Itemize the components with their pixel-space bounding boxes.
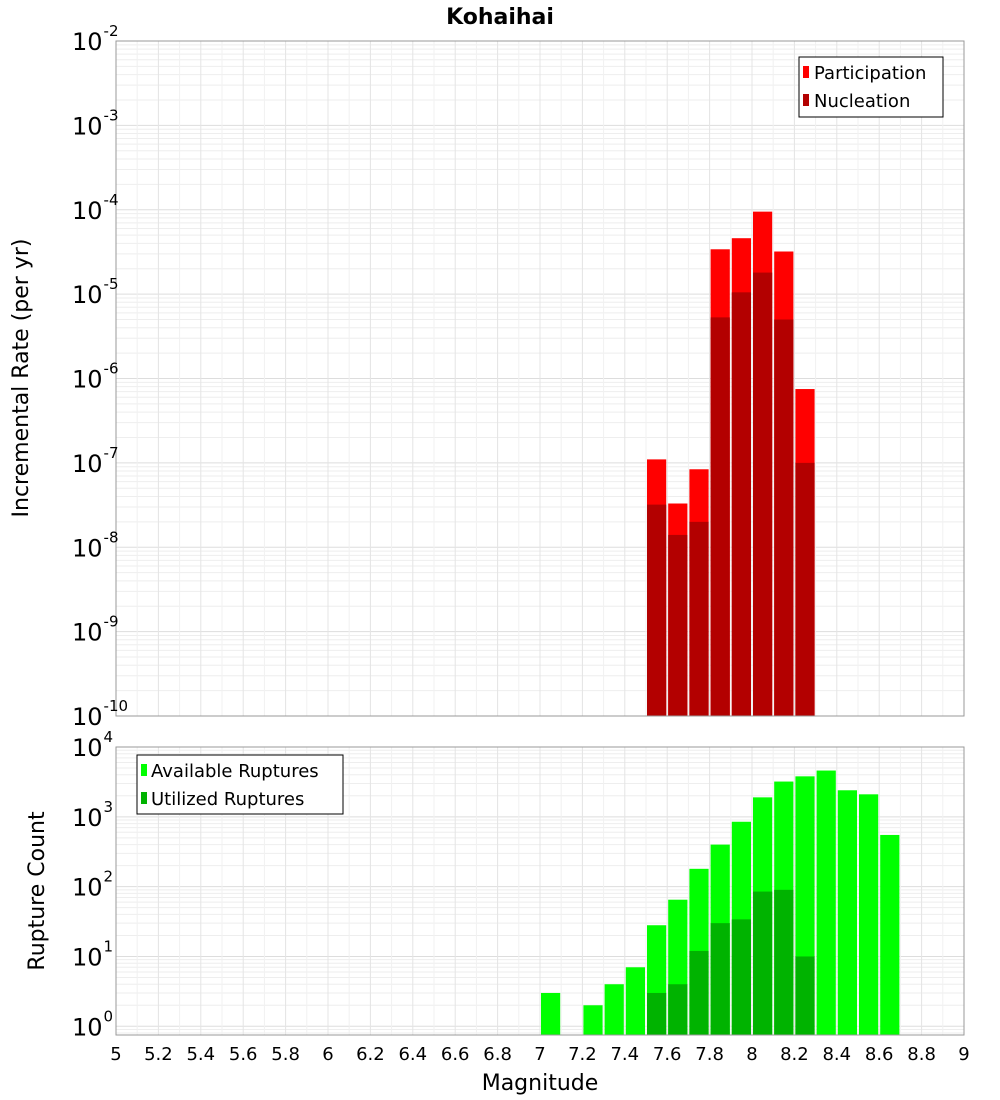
legend-swatch-participation (803, 66, 809, 78)
top-y-tick-label: 10-4 (72, 191, 119, 225)
x-tick-label: 5 (110, 1044, 121, 1065)
bottom-y-tick-label: 103 (72, 798, 113, 832)
x-tick-label: 5.6 (229, 1044, 258, 1065)
legend-swatch-utilized (141, 792, 147, 804)
utilized-ruptures-bar (710, 923, 730, 1035)
x-tick-label: 5.4 (186, 1044, 215, 1065)
x-tick-label: 5.8 (271, 1044, 300, 1065)
available-ruptures-bar (541, 992, 561, 1035)
top-y-tick-label: 10-8 (72, 528, 119, 562)
top-y-ticks: 10-10 10-9 10-8 10-7 10-6 10-5 10-4 10-3 10-2 (72, 22, 128, 731)
x-tick-label: 6.8 (483, 1044, 512, 1065)
top-y-tick-label: 10-7 (72, 444, 119, 478)
nucleation-bar (689, 521, 709, 716)
utilized-ruptures-bar (731, 919, 751, 1035)
available-ruptures-bar (880, 834, 900, 1035)
nucleation-bar (668, 534, 688, 716)
x-tick-label: 6.2 (356, 1044, 385, 1065)
top-y-tick-label: 10-9 (72, 613, 119, 647)
bottom-y-axis-label: Rupture Count (25, 811, 50, 971)
top-y-tick-label: 10-10 (72, 697, 128, 731)
x-tick-label: 9 (958, 1044, 969, 1065)
available-ruptures-bar (604, 984, 624, 1035)
utilized-ruptures-bar (753, 891, 773, 1035)
bottom-y-ticks: 100 101 102 103 104 (72, 728, 113, 1041)
available-ruptures-bar (837, 790, 857, 1035)
x-tick-label: 7.2 (568, 1044, 597, 1065)
nucleation-bar (774, 319, 794, 716)
top-y-tick-label: 10-2 (72, 22, 119, 56)
utilized-ruptures-bar (774, 889, 794, 1035)
available-ruptures-bar (816, 770, 836, 1035)
nucleation-bar (647, 504, 667, 716)
bottom-panel: 100 101 102 103 104 5 5.2 5.4 5.6 5.8 6 6.2 6.4 6.6 6… (25, 728, 970, 1096)
utilized-ruptures-bar (668, 984, 688, 1035)
utilized-ruptures-bar (795, 956, 815, 1035)
bottom-y-tick-label: 104 (72, 728, 113, 762)
top-bars (647, 211, 815, 716)
top-y-axis-label: Incremental Rate (per yr) (9, 239, 34, 518)
bottom-legend: Available Ruptures Utilized Ruptures (136, 754, 344, 815)
bottom-legend-box (136, 754, 344, 815)
bottom-y-tick-label: 102 (72, 868, 113, 902)
top-y-tick-label: 10-3 (72, 106, 119, 140)
legend-label-utilized: Utilized Ruptures (151, 789, 304, 810)
top-y-tick-label: 10-6 (72, 360, 119, 394)
x-tick-label: 5.2 (144, 1044, 173, 1065)
x-tick-label: 6.4 (398, 1044, 427, 1065)
x-tick-label: 6 (322, 1044, 333, 1065)
top-y-tick-label: 10-5 (72, 275, 119, 309)
top-panel: 10-10 10-9 10-8 10-7 10-6 10-5 10-4 10-3 10-2 In… (9, 22, 965, 731)
utilized-ruptures-bar (689, 950, 709, 1035)
top-gridlines (115, 41, 965, 717)
legend-label-nucleation: Nucleation (814, 91, 910, 112)
x-tick-label: 8.6 (865, 1044, 894, 1065)
x-tick-label: 7.4 (610, 1044, 639, 1065)
top-plot-frame (115, 40, 965, 717)
available-ruptures-bar (625, 967, 645, 1035)
nucleation-bar (710, 317, 730, 716)
nucleation-bar (795, 462, 815, 716)
bottom-plot-frame (115, 746, 965, 1036)
bottom-bars (541, 770, 900, 1035)
nucleation-bar (731, 292, 751, 716)
available-ruptures-bar (583, 1005, 603, 1035)
x-tick-label: 8.4 (822, 1044, 851, 1065)
legend-label-participation: Participation (814, 63, 926, 84)
x-tick-label: 6.6 (441, 1044, 470, 1065)
x-axis-label: Magnitude (482, 1071, 599, 1096)
x-tick-label: 8.2 (780, 1044, 809, 1065)
x-tick-label: 8.8 (907, 1044, 936, 1065)
top-legend-box (798, 56, 944, 118)
x-tick-label: 7.8 (695, 1044, 724, 1065)
x-tick-label: 8 (746, 1044, 757, 1065)
top-legend: Participation Nucleation (798, 56, 944, 118)
legend-label-available: Available Ruptures (151, 761, 319, 782)
bottom-y-tick-label: 100 (72, 1007, 113, 1041)
nucleation-bar (753, 272, 773, 716)
available-ruptures-bar (859, 794, 879, 1035)
x-tick-label: 7.6 (653, 1044, 682, 1065)
bottom-y-tick-label: 101 (72, 937, 113, 971)
x-tick-label: 7 (534, 1044, 545, 1065)
chart-title: Kohaihai (446, 5, 554, 30)
legend-swatch-available (141, 764, 147, 776)
bottom-x-ticks: 5 5.2 5.4 5.6 5.8 6 6.2 6.4 6.6 6.8 7 7.2 7.4 7.6 7.8 8… (110, 1044, 969, 1065)
utilized-ruptures-bar (647, 992, 667, 1035)
legend-swatch-nucleation (803, 94, 809, 106)
